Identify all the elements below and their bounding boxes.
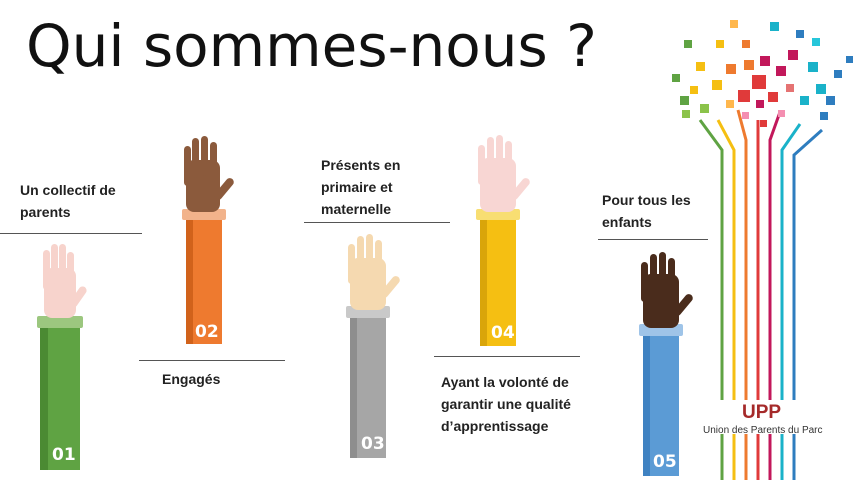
caption-4: Ayant la volonté de garantir une qualité… — [441, 374, 571, 434]
divider-5 — [598, 239, 708, 240]
hand-5 — [641, 252, 693, 328]
cuff-1 — [37, 316, 83, 328]
caption-3: Présents en primaire et maternelle — [321, 157, 401, 217]
divider-2 — [139, 360, 285, 361]
item-number-2: 02 — [195, 322, 219, 342]
logo-name: Union des Parents du Parc — [703, 425, 823, 436]
hand-3 — [348, 234, 400, 310]
hand-4 — [478, 135, 530, 212]
item-number-1: 01 — [52, 445, 76, 465]
divider-4 — [434, 356, 580, 357]
logo-pixels — [672, 20, 853, 127]
caption-5: Pour tous les enfants — [602, 192, 691, 230]
caption-1: Un collectif de parents — [20, 182, 116, 220]
hand-2 — [184, 136, 234, 212]
item-number-4: 04 — [491, 323, 515, 343]
caption-2: Engagés — [162, 371, 221, 387]
page-title: Qui sommes-nous ? — [26, 12, 597, 80]
hand-1 — [43, 244, 87, 318]
item-number-3: 03 — [361, 434, 385, 454]
item-number-5: 05 — [653, 452, 677, 472]
divider-3 — [304, 222, 450, 223]
divider-1 — [0, 233, 142, 234]
logo-acronym: UPP — [742, 402, 782, 423]
